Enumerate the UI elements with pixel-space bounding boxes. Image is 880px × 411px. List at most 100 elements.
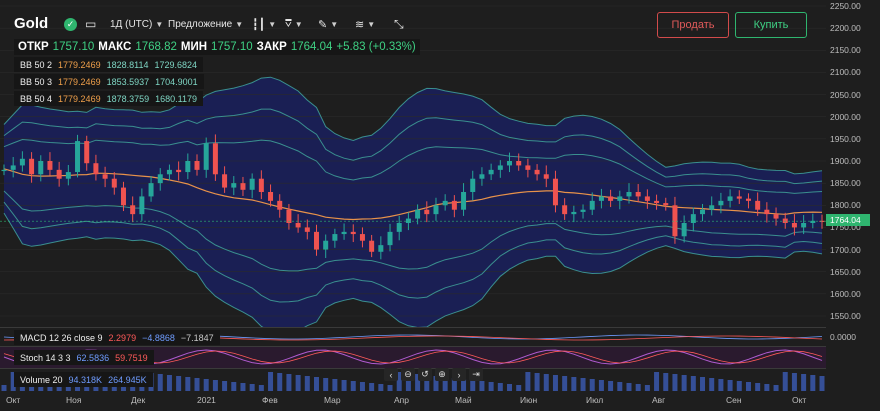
price-tick: 2150.00: [830, 45, 861, 56]
check-icon[interactable]: ✓: [64, 14, 77, 34]
candle-body: [589, 200, 595, 210]
candle-body: [222, 174, 228, 188]
panel-divider[interactable]: [0, 327, 826, 328]
volume-bar: [626, 383, 632, 391]
indicator-value: 2.2979: [108, 332, 137, 343]
monitor-icon[interactable]: ▭: [85, 17, 97, 31]
price-tick: 2100.00: [830, 67, 861, 78]
chevron-down-icon: ▼: [330, 19, 339, 29]
candle-body: [617, 196, 623, 201]
sell-button[interactable]: Продать: [657, 12, 729, 38]
candle-body: [157, 174, 163, 184]
chevron-down-icon: ▼: [235, 19, 244, 29]
indicator-value: 264.945K: [108, 374, 147, 385]
scroll-right-icon[interactable]: ›: [452, 368, 466, 381]
candle-body: [507, 161, 513, 166]
candle-body: [663, 203, 669, 206]
time-axis[interactable]: Окт Ноя Дек 2021 Фев Мар Апр Май Июн Июл Авг Сен Окт: [0, 392, 880, 411]
volume-bar: [396, 372, 402, 391]
candle-body: [359, 234, 365, 241]
scroll-left-icon[interactable]: ‹: [384, 368, 398, 381]
timeframe-label: 1Д (UTC): [110, 18, 153, 30]
last-price-tag: 1764.04: [826, 214, 870, 226]
volume-bar: [709, 378, 715, 391]
open-value: 1757.10: [52, 41, 95, 53]
drawing-tools-select[interactable]: ✎ ▼: [318, 14, 338, 34]
zoom-out-icon[interactable]: ⊖: [401, 368, 415, 381]
indicators-select[interactable]: ⩢ ▼: [285, 14, 303, 34]
volume-bar: [130, 385, 136, 391]
volume-bar: [617, 382, 623, 391]
candle-body: [277, 200, 283, 210]
layers-select[interactable]: ≋ ▼: [355, 14, 375, 34]
candle-body: [286, 209, 292, 223]
candle-body: [176, 169, 182, 173]
price-axis[interactable]: 2250.00 2200.00 2150.00 2100.00 2050.00 2000.…: [826, 0, 880, 392]
price-side-select[interactable]: Предложение ▼: [168, 14, 243, 34]
volume-bar: [268, 372, 274, 391]
timeframe-select[interactable]: 1Д (UTC) ▼: [110, 14, 163, 34]
volume-bar: [231, 382, 237, 391]
candle-body: [433, 205, 439, 215]
indicator-legend-bb-2[interactable]: BB 50 2 1779.2469 1828.8114 1729.6824: [14, 57, 204, 72]
volume-bar: [507, 384, 513, 391]
candle-body: [19, 158, 25, 166]
candle-body: [350, 231, 356, 235]
fullscreen-icon[interactable]: ⤡: [394, 16, 404, 31]
volume-bar: [791, 373, 797, 391]
time-tick: Май: [455, 395, 472, 405]
candle-body: [525, 165, 531, 170]
indicator-legend-bb-3[interactable]: BB 50 3 1779.2469 1853.5937 1704.9001: [14, 74, 204, 89]
ohlc-legend: ОТКР 1757.10 МАКС 1768.82 МИН 1757.10 ЗАКР 1…: [14, 39, 420, 55]
volume-bar: [359, 382, 365, 391]
volume-bar: [700, 377, 706, 391]
volume-bar: [755, 383, 761, 391]
candle-body: [598, 196, 604, 201]
candle-body: [461, 192, 467, 210]
candle-body: [791, 223, 797, 228]
time-tick: Апр: [394, 395, 409, 405]
indicator-legend-volume[interactable]: Volume 20 94.318K 264.945K: [14, 372, 153, 387]
price-chart[interactable]: [0, 0, 826, 392]
volume-bar: [185, 377, 191, 391]
chevron-down-icon: ▼: [367, 19, 376, 29]
volume-bar: [166, 375, 172, 391]
candle-body: [203, 143, 209, 170]
volume-bar: [727, 380, 733, 391]
volume-bar: [470, 380, 476, 391]
low-value: 1757.10: [211, 41, 253, 53]
volume-bar: [176, 376, 182, 391]
volume-bar: [525, 372, 531, 391]
volume-bar: [690, 376, 696, 391]
volume-bar: [203, 379, 209, 391]
candle-body: [212, 143, 218, 175]
candle-body: [240, 183, 246, 190]
buy-button[interactable]: Купить: [735, 12, 807, 38]
chart-navigation: ‹ ⊖ ↺ ⊕ › ⇥: [384, 368, 483, 382]
candle-body: [29, 158, 35, 175]
candle-body: [626, 192, 632, 197]
indicator-value: −4.8868: [142, 332, 175, 343]
indicator-legend-macd[interactable]: MACD 12 26 close 9 2.2979 −4.8868 −7.184…: [14, 330, 220, 345]
price-tick: 2050.00: [830, 89, 861, 100]
volume-bar: [810, 375, 816, 391]
zoom-in-icon[interactable]: ⊕: [435, 368, 449, 381]
indicator-value: 94.318K: [68, 374, 103, 385]
indicator-legend-bb-4[interactable]: BB 50 4 1779.2469 1878.3759 1680.1179: [14, 91, 204, 106]
scroll-to-end-icon[interactable]: ⇥: [469, 368, 483, 381]
indicator-value: 1704.9001: [155, 76, 198, 87]
time-tick: Авг: [652, 395, 666, 405]
indicator-legend-stoch[interactable]: Stoch 14 3 3 62.5836 59.7519: [14, 350, 154, 365]
reset-icon[interactable]: ↺: [418, 368, 432, 381]
volume-bar: [1, 385, 7, 391]
panel-divider[interactable]: [0, 346, 826, 347]
candle-type-select[interactable]: ┇┃ ▼: [252, 14, 276, 34]
price-tick: 1900.00: [830, 156, 861, 166]
candle-body: [562, 205, 568, 215]
candle-body: [479, 174, 485, 179]
volume-bar: [433, 376, 439, 391]
candlestick-icon: ┇┃: [252, 18, 266, 31]
candle-body: [488, 169, 494, 175]
candle-body: [552, 178, 558, 206]
high-label: МАКС: [98, 41, 132, 53]
